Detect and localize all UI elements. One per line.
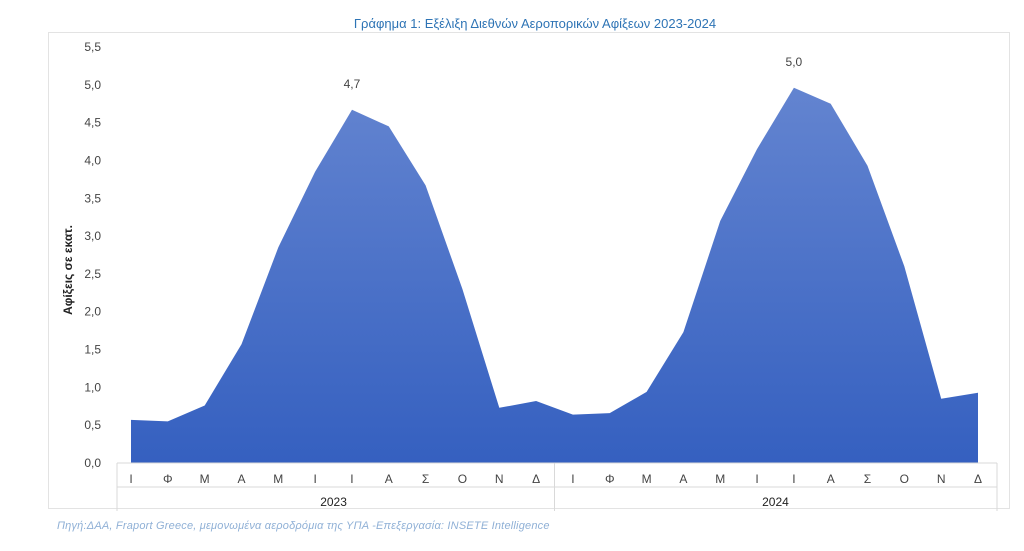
x-tick-label: Μ — [642, 472, 652, 486]
y-tick-label: 5,0 — [84, 78, 101, 92]
y-tick-label: 1,0 — [84, 380, 101, 394]
series-area — [131, 87, 978, 464]
y-tick-label: 4,0 — [84, 153, 101, 167]
x-tick-label: Μ — [715, 472, 725, 486]
x-tick-label: Ο — [458, 472, 467, 486]
y-tick-label: 0,0 — [84, 456, 101, 470]
y-axis-title: Αφίξεις σε εκατ. — [61, 225, 75, 315]
x-tick-label: Σ — [422, 472, 429, 486]
x-tick-label: Ν — [937, 472, 946, 486]
y-tick-label: 2,5 — [84, 267, 101, 281]
data-label: 4,7 — [344, 77, 361, 91]
x-tick-label: Ι — [755, 472, 758, 486]
x-tick-label: Α — [827, 472, 835, 486]
x-tick-label: Ν — [495, 472, 504, 486]
chart-frame — [48, 32, 1010, 509]
y-tick-label: 3,5 — [84, 191, 101, 205]
chart-title: Γράφημα 1: Εξέλιξη Διεθνών Αεροπορικών Α… — [353, 16, 717, 31]
x-tick-label: Δ — [974, 472, 982, 486]
x-tick-label: Α — [385, 472, 393, 486]
data-labels: 4,7 5,0 — [344, 55, 803, 91]
x-tick-label: Α — [679, 472, 687, 486]
y-tick-label: 2,0 — [84, 305, 101, 319]
x-tick-label: Φ — [163, 472, 173, 486]
x-tick-label: Ι — [350, 472, 353, 486]
y-axis-ticks: 0,0 0,5 1,0 1,5 2,0 2,5 3,0 3,5 4,0 4,5 5,0 5,5 — [84, 40, 101, 470]
x-tick-label: Φ — [605, 472, 615, 486]
x-tick-label: Ι — [571, 472, 574, 486]
x-tick-label: Ι — [129, 472, 132, 486]
x-tick-label: Ο — [900, 472, 909, 486]
x-tick-label: Ι — [313, 472, 316, 486]
y-tick-label: 1,5 — [84, 343, 101, 357]
data-label: 5,0 — [786, 55, 803, 69]
x-tick-label: Ι — [792, 472, 795, 486]
x-tick-label: Σ — [864, 472, 871, 486]
x-tick-label: Δ — [532, 472, 540, 486]
x-group-label: 2024 — [762, 495, 789, 509]
y-tick-label: 3,0 — [84, 229, 101, 243]
x-tick-label: Α — [237, 472, 245, 486]
y-tick-label: 4,5 — [84, 116, 101, 130]
x-group-label: 2023 — [320, 495, 347, 509]
x-tick-label: Μ — [273, 472, 283, 486]
y-tick-label: 0,5 — [84, 418, 101, 432]
y-tick-label: 5,5 — [84, 40, 101, 54]
x-tick-label: Μ — [200, 472, 210, 486]
source-note: Πηγή:ΔΑΑ, Fraport Greece, μεμονωμένα αερ… — [57, 520, 550, 532]
